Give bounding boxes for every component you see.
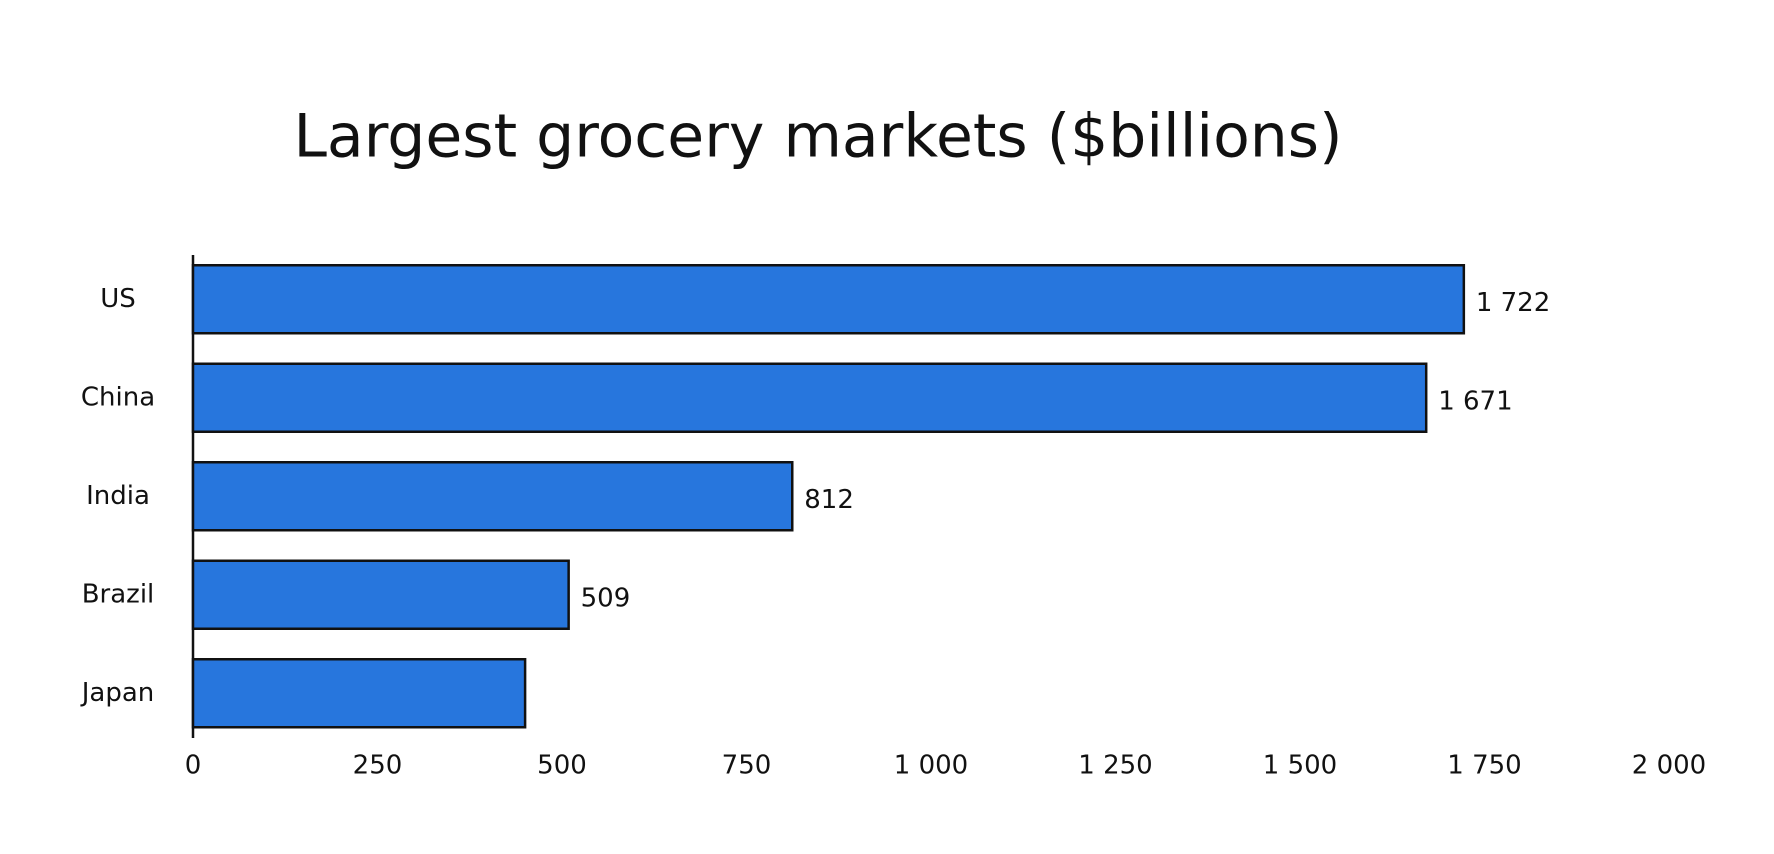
y-tick-label: China bbox=[81, 382, 155, 412]
bar bbox=[191, 658, 527, 729]
x-tick-label: 500 bbox=[537, 751, 587, 781]
data-label: 509 bbox=[581, 583, 631, 613]
x-tick-label: 750 bbox=[722, 751, 772, 781]
bar bbox=[191, 559, 570, 630]
chart-title: Largest grocery markets ($billions) bbox=[294, 102, 1343, 172]
data-label: 812 bbox=[804, 485, 854, 515]
bar bbox=[191, 461, 794, 532]
bar bbox=[191, 264, 1466, 335]
y-tick-label: Brazil bbox=[82, 579, 155, 609]
bar bbox=[191, 362, 1428, 433]
x-tick-label: 1 000 bbox=[894, 751, 968, 781]
y-tick-label: India bbox=[86, 481, 150, 511]
x-tick-label: 1 250 bbox=[1078, 751, 1152, 781]
data-label: 1 671 bbox=[1438, 386, 1512, 416]
x-tick-label: 1 500 bbox=[1263, 751, 1337, 781]
y-tick-label: US bbox=[100, 284, 136, 314]
x-tick-label: 1 750 bbox=[1447, 751, 1521, 781]
x-tick-label: 0 bbox=[185, 751, 202, 781]
data-label: 1 722 bbox=[1476, 288, 1550, 318]
x-tick-label: 2 000 bbox=[1632, 751, 1706, 781]
y-tick-label: Japan bbox=[80, 678, 155, 708]
x-tick-label: 250 bbox=[353, 751, 403, 781]
